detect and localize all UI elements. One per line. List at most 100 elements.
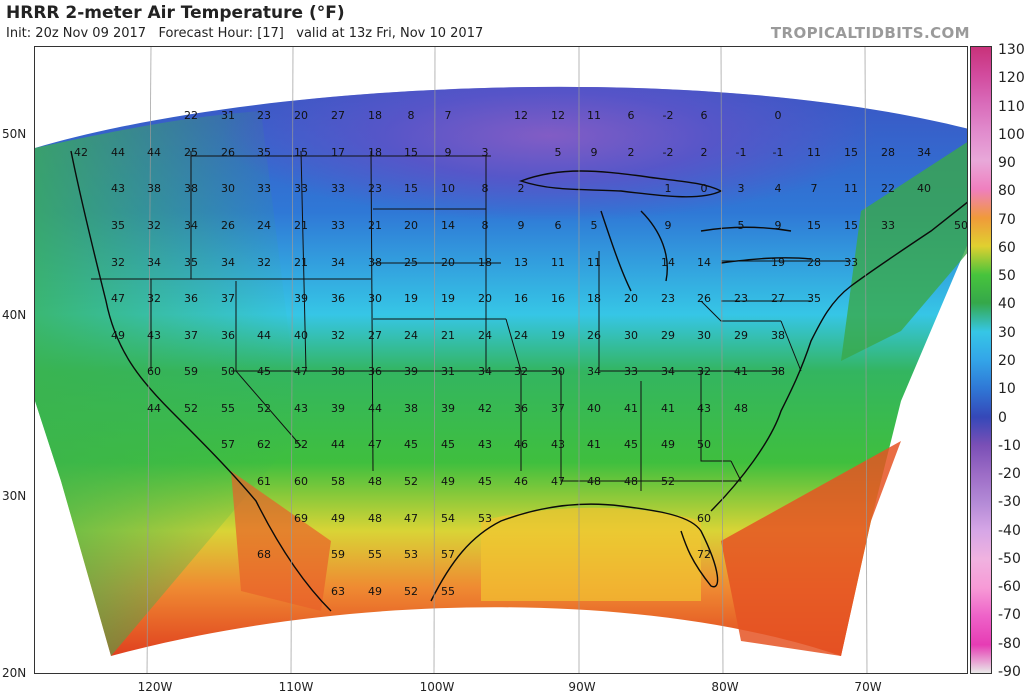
- temperature-value: 23: [257, 109, 271, 122]
- map-canvas: 22 31 23 20 27 18 8 7 12 12 11 6 -2 6 042 44 44 25 26 35 15 1…: [35, 47, 967, 673]
- temperature-value: 31: [221, 109, 235, 122]
- temperature-colorbar: [970, 46, 992, 674]
- temperature-value: 25: [184, 146, 198, 159]
- temperature-value: 44: [147, 146, 161, 159]
- temperature-map: 22 31 23 20 27 18 8 7 12 12 11 6 -2 6 0 42 44 44 25 26 35 15 1…: [34, 46, 968, 674]
- temperature-value: 14: [697, 256, 711, 269]
- temperature-value: 9: [591, 146, 598, 159]
- lon-label: 120W: [137, 680, 173, 694]
- temperature-value: 57: [221, 438, 235, 451]
- temperature-value: 52: [661, 475, 675, 488]
- temperature-value: 32: [697, 365, 711, 378]
- lon-label: 90W: [568, 680, 596, 694]
- temperature-value: 30: [697, 329, 711, 342]
- temperature-value: 50: [697, 438, 711, 451]
- temperature-value: 33: [257, 182, 271, 195]
- temperature-value: 45: [404, 438, 418, 451]
- temperature-value: 48: [368, 475, 382, 488]
- temperature-value: 15: [294, 146, 308, 159]
- temperature-value: 28: [807, 256, 821, 269]
- temperature-value: 53: [404, 548, 418, 561]
- temperature-value: 61: [257, 475, 271, 488]
- temperature-value: 21: [368, 219, 382, 232]
- colorbar-tick-label: 130: [998, 42, 1024, 58]
- temperature-value: 53: [478, 512, 492, 525]
- temperature-value: 34: [331, 256, 345, 269]
- temperature-value: 55: [441, 585, 455, 598]
- temperature-value: 38: [147, 182, 161, 195]
- temperature-value: 15: [807, 219, 821, 232]
- temperature-value: 32: [147, 292, 161, 305]
- temperature-value: 26: [697, 292, 711, 305]
- temperature-value: 43: [697, 402, 711, 415]
- temperature-value: 5: [591, 219, 598, 232]
- temperature-value: 10: [441, 182, 455, 195]
- temperature-value: 60: [697, 512, 711, 525]
- colorbar-tick-label: -40: [998, 522, 1021, 539]
- temperature-value: 34: [661, 365, 675, 378]
- temperature-value: 16: [514, 292, 528, 305]
- temperature-value: 55: [221, 402, 235, 415]
- colorbar-tick-label: 120: [998, 70, 1024, 87]
- temperature-value: 7: [445, 109, 452, 122]
- temperature-value: 8: [482, 219, 489, 232]
- temperature-value: 30: [221, 182, 235, 195]
- temperature-value: 44: [147, 402, 161, 415]
- temperature-value: 62: [257, 438, 271, 451]
- temperature-value: 36: [368, 365, 382, 378]
- temperature-value: 26: [587, 329, 601, 342]
- temperature-value: 5: [555, 146, 562, 159]
- temperature-value: -2: [663, 146, 674, 159]
- temperature-value: 15: [844, 219, 858, 232]
- temperature-value: 22: [184, 109, 198, 122]
- temperature-value: 60: [294, 475, 308, 488]
- colorbar-tick-label: 90: [998, 155, 1016, 172]
- temperature-value: 2: [628, 146, 635, 159]
- temperature-value: 21: [294, 256, 308, 269]
- temperature-value: 20: [478, 292, 492, 305]
- colorbar-tick-label: -80: [998, 635, 1021, 652]
- temperature-value: 28: [881, 146, 895, 159]
- temperature-value: 47: [551, 475, 565, 488]
- lon-label: 110W: [278, 680, 314, 694]
- temperature-value: -2: [663, 109, 674, 122]
- colorbar-tick-label: 40: [998, 296, 1016, 313]
- temperature-value: 45: [441, 438, 455, 451]
- colorbar-tick-label: 80: [998, 183, 1016, 200]
- temperature-value: 41: [587, 438, 601, 451]
- temperature-value: 49: [368, 585, 382, 598]
- temperature-value: 46: [514, 475, 528, 488]
- colorbar-tick-label: -90: [998, 664, 1021, 680]
- temperature-value: 19: [551, 329, 565, 342]
- temperature-value: 19: [404, 292, 418, 305]
- temperature-value: 11: [807, 146, 821, 159]
- temperature-value: -1: [736, 146, 747, 159]
- temperature-value: 55: [368, 548, 382, 561]
- temperature-value: 9: [518, 219, 525, 232]
- temperature-value: 33: [331, 219, 345, 232]
- temperature-value: 38: [404, 402, 418, 415]
- temperature-value: 23: [368, 182, 382, 195]
- temperature-value: 43: [147, 329, 161, 342]
- temperature-value: 18: [478, 256, 492, 269]
- temperature-value: 32: [147, 219, 161, 232]
- temperature-value: 35: [111, 219, 125, 232]
- temperature-value: 49: [441, 475, 455, 488]
- temperature-value: 52: [257, 402, 271, 415]
- temperature-value: 44: [368, 402, 382, 415]
- temperature-value: 33: [881, 219, 895, 232]
- temperature-value: 21: [294, 219, 308, 232]
- temperature-value: 58: [331, 475, 345, 488]
- temperature-value: 12: [514, 109, 528, 122]
- temperature-value: 47: [111, 292, 125, 305]
- temperature-value: 26: [221, 146, 235, 159]
- colorbar-tick-label: -20: [998, 466, 1021, 483]
- temperature-value: 52: [404, 585, 418, 598]
- temperature-value: 38: [771, 329, 785, 342]
- temperature-value: 11: [551, 256, 565, 269]
- temperature-value: 38: [331, 365, 345, 378]
- temperature-value: 33: [294, 182, 308, 195]
- temperature-value: 13: [514, 256, 528, 269]
- colorbar-tick-label: 100: [998, 126, 1024, 143]
- temperature-value: 18: [587, 292, 601, 305]
